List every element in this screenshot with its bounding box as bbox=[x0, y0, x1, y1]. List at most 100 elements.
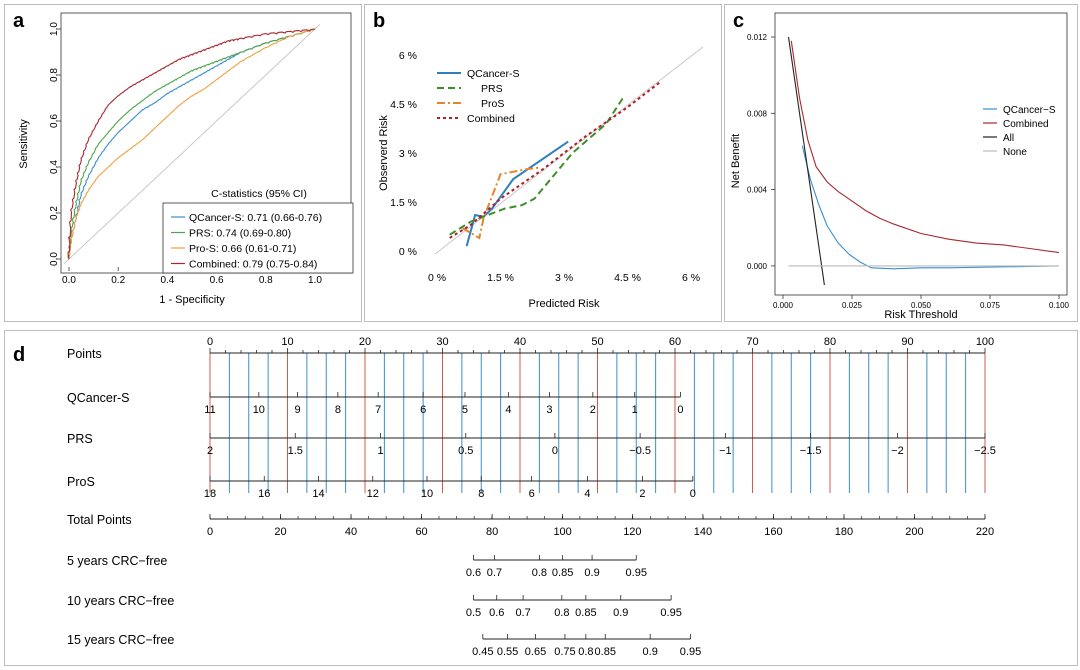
row-label: 15 years CRC−free bbox=[67, 633, 174, 647]
row-label: Total Points bbox=[67, 513, 132, 527]
net-benefit-all bbox=[787, 36, 825, 286]
x-tick-label: 1.0 bbox=[308, 275, 322, 286]
y-tick-label: 0.2 bbox=[49, 206, 60, 220]
tick-label: 10 bbox=[253, 404, 265, 416]
x-axis-label: Risk Threshold bbox=[884, 309, 957, 321]
legend-entry-b_combined: Combined bbox=[467, 113, 515, 125]
legend-title: C-statistics (95% CI) bbox=[211, 188, 307, 200]
tick-label: 7 bbox=[375, 404, 381, 416]
decision-curve-chart: c 0.000 0.025 0.050 0.075 0.100 0.000 0.004 0.00… bbox=[730, 10, 1070, 321]
tick-label: 100 bbox=[976, 336, 994, 348]
tick-label: 0.6 bbox=[489, 607, 504, 619]
tick-label: 0 bbox=[690, 488, 696, 500]
x-axis-label: Predicted Risk bbox=[529, 298, 600, 310]
tick-label: 0.95 bbox=[680, 646, 701, 658]
tick-label: 1 bbox=[632, 404, 638, 416]
legend-box bbox=[162, 202, 354, 274]
tick-label: 6 bbox=[420, 404, 426, 416]
tick-label: 100 bbox=[553, 526, 571, 538]
tick-label: 4 bbox=[584, 488, 590, 500]
panel-label-c: c bbox=[733, 10, 744, 32]
tick-label: 0.85 bbox=[552, 567, 573, 579]
tick-label: 0.8 bbox=[554, 607, 569, 619]
legend-entry-prs: PRS: 0.74 (0.69-0.80) bbox=[189, 228, 291, 240]
tick-label: 4 bbox=[505, 404, 511, 416]
tick-label: 70 bbox=[746, 336, 758, 348]
net-benefit-combined bbox=[790, 40, 1060, 254]
tick-label: 120 bbox=[623, 526, 641, 538]
tick-label: 50 bbox=[591, 336, 603, 348]
x-axis-label: 1 - Specificity bbox=[159, 294, 225, 306]
tick-label: 30 bbox=[436, 336, 448, 348]
x-tick-label: 0.0 bbox=[62, 275, 76, 286]
tick-label: 0.9 bbox=[613, 607, 628, 619]
x-tick-label: 0.025 bbox=[842, 301, 863, 310]
x-tick-label: 0.050 bbox=[911, 301, 932, 310]
x-tick-label: 1.5 % bbox=[487, 272, 514, 284]
tick-label: 2 bbox=[590, 404, 596, 416]
tick-label: 2 bbox=[639, 488, 645, 500]
tick-label: 5 bbox=[462, 404, 468, 416]
roc-curve-pros bbox=[67, 28, 316, 260]
tick-label: 40 bbox=[514, 336, 526, 348]
calibration-chart: b 0 % 1.5 % 3 % 4.5 % 6 % 0 % 1.5 % 3 % 4.5 % 6 % P… bbox=[373, 10, 704, 310]
y-tick-label: 0.012 bbox=[747, 33, 768, 42]
legend-entry-none: None bbox=[1003, 147, 1027, 158]
tick-label: 1.5 bbox=[288, 445, 303, 457]
y-tick-label: 0.000 bbox=[747, 262, 768, 271]
y-axis-label: Sensitivity bbox=[18, 119, 30, 169]
tick-label: 90 bbox=[901, 336, 913, 348]
y-tick-label: 6 % bbox=[399, 50, 417, 62]
legend-entry-combined: Combined: 0.79 (0.75-0.84) bbox=[189, 259, 317, 271]
y-tick-label: 0.4 bbox=[49, 160, 60, 174]
roc-curve-prs bbox=[67, 28, 316, 260]
panel-label-b: b bbox=[373, 10, 385, 32]
reference-diagonal bbox=[434, 46, 704, 255]
net-benefit-qcancer bbox=[801, 145, 1060, 270]
tick-label: 180 bbox=[835, 526, 853, 538]
y-tick-label: 3 % bbox=[399, 148, 417, 160]
panel-d-frame: d Points 0 10 20 30 40 50 60 70 80 90 100 QCancer-S 11… bbox=[4, 330, 1078, 666]
tick-label: 10 bbox=[421, 488, 433, 500]
tick-label: −2.5 bbox=[974, 445, 996, 457]
legend-entry-qcancer: QCancer-S: 0.71 (0.66-0.76) bbox=[189, 212, 322, 224]
tick-label: 8 bbox=[335, 404, 341, 416]
y-tick-label: 0.6 bbox=[49, 114, 60, 128]
tick-label: 12 bbox=[367, 488, 379, 500]
tick-label: 60 bbox=[415, 526, 427, 538]
tick-label: −2 bbox=[891, 445, 904, 457]
row-label: Points bbox=[67, 347, 102, 361]
x-tick-label: 0.6 bbox=[210, 275, 224, 286]
legend-entry-b_prs: PRS bbox=[481, 83, 503, 95]
y-tick-label: 1.5 % bbox=[390, 197, 417, 209]
calibration-line-b_prs bbox=[449, 96, 625, 236]
tick-label: 40 bbox=[345, 526, 357, 538]
tick-label: 0.8 bbox=[578, 646, 593, 658]
tick-label: −1 bbox=[719, 445, 732, 457]
y-tick-label: 0.8 bbox=[49, 68, 60, 82]
tick-label: 220 bbox=[976, 526, 994, 538]
tick-label: 2 bbox=[207, 445, 213, 457]
y-tick-label: 0 % bbox=[399, 246, 417, 258]
roc-curve-combined bbox=[67, 28, 316, 260]
tick-label: 11 bbox=[204, 404, 215, 416]
tick-label: 0.9 bbox=[584, 567, 599, 579]
tick-label: 9 bbox=[295, 404, 301, 416]
x-tick-label: 3 % bbox=[555, 272, 573, 284]
y-tick-label: 0.008 bbox=[747, 109, 768, 118]
tick-label: 6 bbox=[529, 488, 535, 500]
x-tick-label: 0.100 bbox=[1049, 301, 1070, 310]
y-axis-label: Net Benefit bbox=[730, 134, 742, 188]
calibration-line-b_pros bbox=[461, 166, 539, 240]
tick-label: 140 bbox=[694, 526, 712, 538]
tick-label: 0 bbox=[677, 404, 683, 416]
tick-label: 0.85 bbox=[595, 646, 616, 658]
row-label: 5 years CRC−free bbox=[67, 554, 167, 568]
tick-label: 14 bbox=[312, 488, 324, 500]
tick-label: 0.6 bbox=[466, 567, 481, 579]
tick-label: 80 bbox=[486, 526, 498, 538]
x-tick-label: 0.2 bbox=[111, 275, 125, 286]
x-tick-label: 0 % bbox=[428, 272, 446, 284]
reference-diagonal bbox=[63, 24, 321, 264]
